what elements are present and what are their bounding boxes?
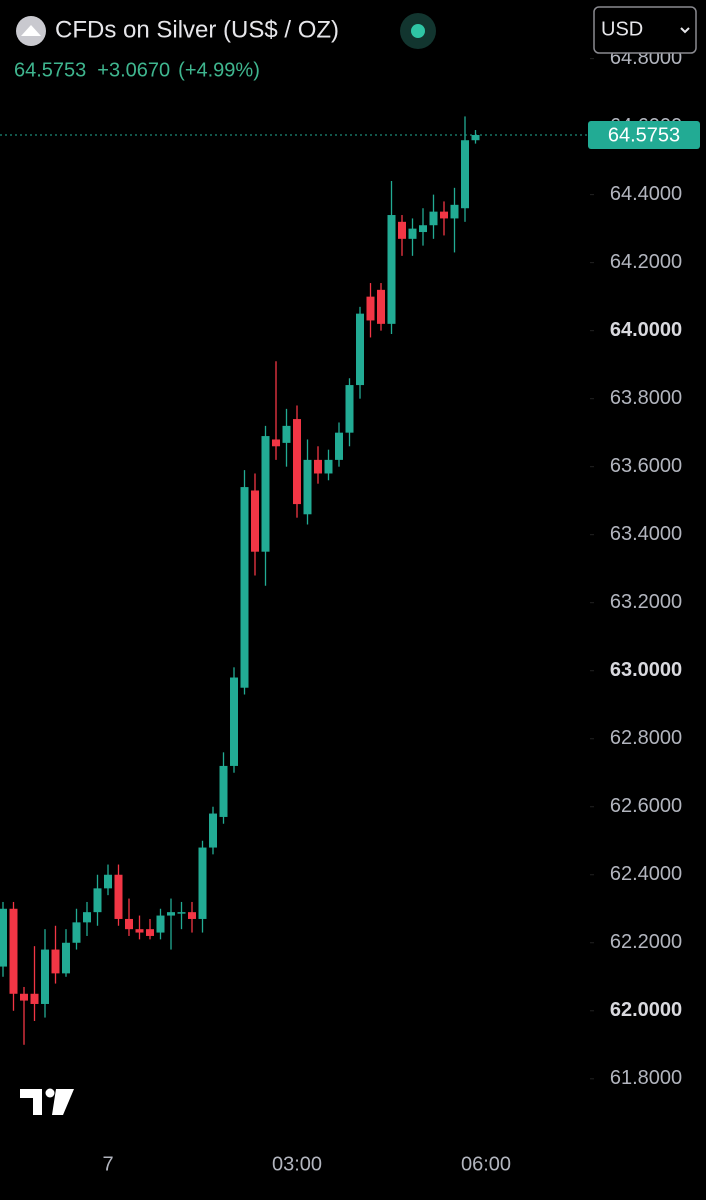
y-tick-label: 62.8000: [610, 727, 682, 749]
candle-body: [230, 677, 238, 766]
candle-body: [0, 908, 7, 967]
candle-body: [240, 487, 249, 688]
price-change-percent: (+4.99%): [178, 59, 260, 81]
last-price-label: 64.5753: [608, 124, 680, 146]
y-tick-label: 62.2000: [610, 931, 682, 953]
candle-body: [261, 436, 270, 552]
candle-body: [83, 912, 91, 923]
candle-body: [450, 204, 459, 219]
tradingview-logo: [20, 1088, 74, 1115]
candle-body: [461, 140, 469, 209]
candle-body: [471, 135, 480, 141]
last-price: 64.5753: [14, 59, 86, 81]
candle-body: [303, 459, 312, 515]
y-tick-label: 63.0000: [610, 659, 682, 681]
candle-body: [366, 296, 375, 321]
candle-body: [429, 211, 438, 226]
candle-body: [72, 922, 81, 943]
y-tick-label: 61.8000: [610, 1067, 682, 1089]
candle-body: [20, 993, 28, 1001]
candle-body: [324, 459, 333, 474]
currency-select[interactable]: [593, 6, 697, 54]
y-tick-label: 62.0000: [610, 999, 682, 1021]
candle-body: [167, 912, 175, 916]
candle-body: [293, 419, 301, 505]
y-tick-label: 62.6000: [610, 795, 682, 817]
candle-body: [188, 912, 196, 919]
candle-body: [387, 215, 396, 324]
candle-body: [219, 765, 228, 817]
candle-body: [419, 225, 427, 233]
y-tick-label: 63.2000: [610, 591, 682, 613]
candle-body: [398, 221, 406, 239]
price-change: +3.0670: [97, 59, 170, 81]
candle-body: [30, 993, 39, 1004]
dropdown-chevron: [680, 27, 690, 34]
logo-part: [45, 1088, 55, 1098]
candle-body: [125, 918, 133, 930]
y-tick-label: 64.2000: [610, 251, 682, 273]
candle-body: [41, 949, 49, 1004]
last-price-box: [588, 121, 700, 150]
candle-body: [356, 313, 364, 386]
y-tick-label: 63.8000: [610, 387, 682, 409]
candle-body: [282, 425, 291, 443]
candle-body: [104, 874, 112, 889]
candle-body: [51, 949, 60, 974]
y-tick-label: 62.4000: [610, 863, 682, 885]
market-status-dot: [411, 24, 425, 38]
x-tick-label: 06:00: [461, 1153, 511, 1175]
candle-body: [408, 228, 417, 239]
x-tick-label: 03:00: [272, 1153, 322, 1175]
candle-body: [135, 929, 144, 933]
candle-body: [177, 912, 186, 914]
logo-part: [52, 1089, 74, 1115]
candle-body: [209, 813, 217, 848]
y-tick-label: 64.0000: [610, 319, 682, 341]
candle-body: [93, 888, 102, 913]
candle-body: [377, 289, 385, 324]
chart-title: CFDs on Silver (US$ / OZ): [55, 16, 339, 43]
candle-body: [440, 211, 448, 219]
candle-body: [198, 847, 207, 919]
candle-body: [335, 432, 343, 460]
candle-body: [156, 915, 165, 933]
currency-label: USD: [601, 18, 643, 40]
candle-body: [62, 942, 70, 974]
plot-area: 61.8000 62.0000 62.2000 62.4000 62.6000 62.80…: [0, 47, 700, 1175]
candle-body: [9, 908, 18, 994]
candle-body: [251, 490, 259, 552]
candle-body: [272, 439, 280, 447]
y-tick-label: 64.4000: [610, 183, 682, 205]
candle-body: [345, 385, 354, 433]
candle-body: [146, 929, 154, 936]
y-tick-label: 63.6000: [610, 455, 682, 477]
symbol-icon-shape: [21, 25, 41, 36]
logo-part: [20, 1089, 42, 1115]
header: CFDs on Silver (US$ / OZ) 64.5753 +3.067…: [14, 6, 697, 81]
candle-body: [114, 874, 123, 919]
y-tick-label: 63.4000: [610, 523, 682, 545]
x-tick-label: 7: [102, 1153, 113, 1175]
candle-body: [314, 459, 322, 474]
